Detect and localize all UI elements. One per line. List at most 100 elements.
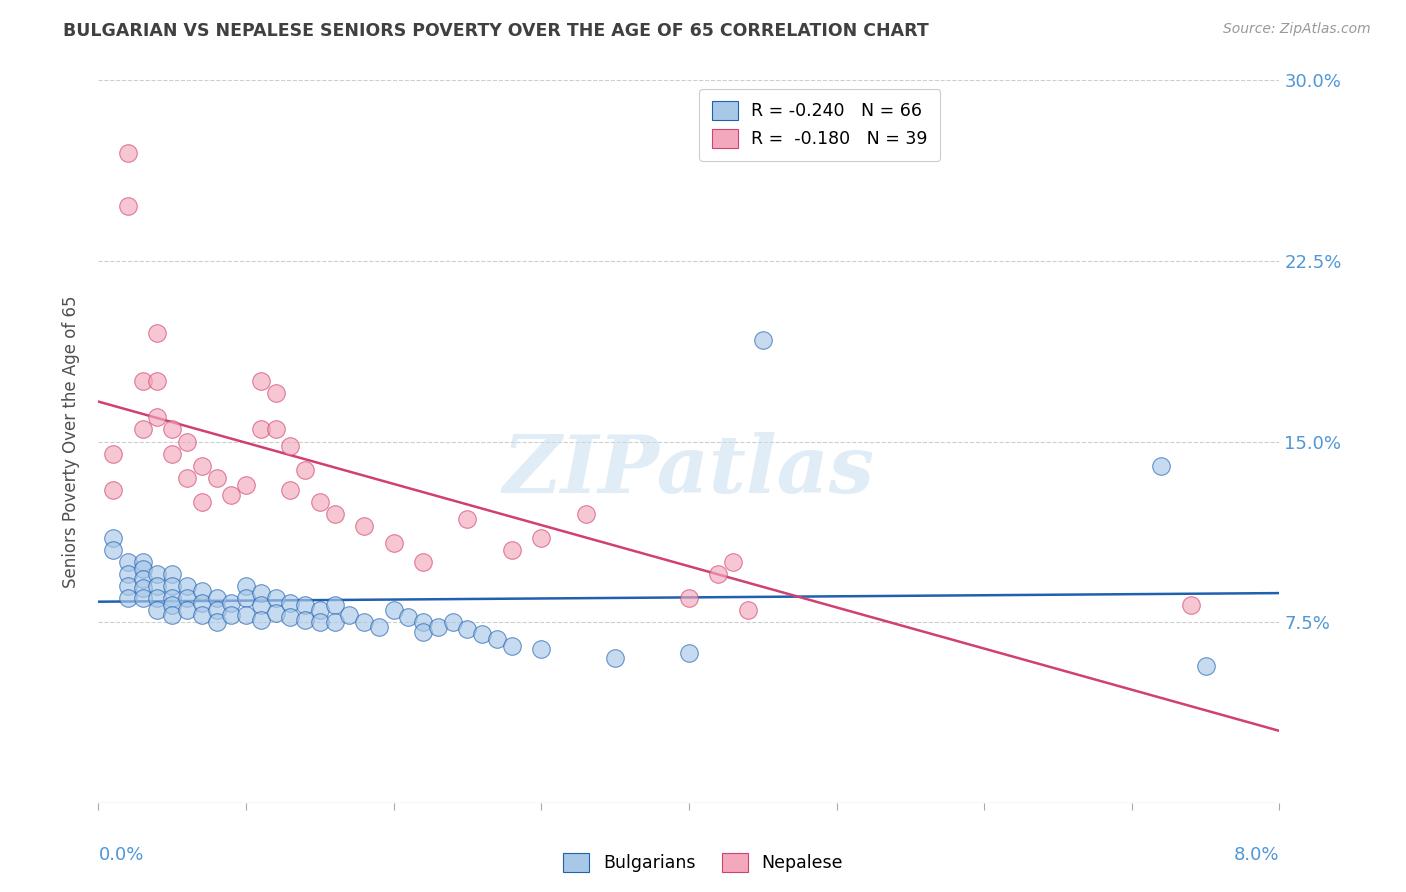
Point: [117, 591, 139, 605]
Point: [1180, 599, 1202, 613]
Point: [117, 567, 139, 582]
Point: [103, 446, 125, 460]
Point: [353, 518, 375, 533]
Point: [162, 579, 183, 593]
Point: [250, 586, 273, 600]
Point: [486, 632, 509, 646]
Point: [132, 562, 155, 576]
Point: [235, 579, 257, 593]
Point: [264, 422, 287, 436]
Point: [221, 607, 243, 622]
Point: [382, 603, 405, 617]
Point: [678, 591, 700, 605]
Point: [132, 422, 155, 436]
Point: [412, 555, 434, 569]
Point: [146, 374, 169, 388]
Point: [501, 542, 523, 557]
Point: [323, 507, 346, 521]
Point: [221, 596, 243, 610]
Point: [471, 627, 494, 641]
Point: [368, 620, 391, 634]
Point: [441, 615, 464, 630]
Point: [132, 591, 155, 605]
Point: [162, 591, 183, 605]
Point: [176, 470, 198, 484]
Text: Source: ZipAtlas.com: Source: ZipAtlas.com: [1223, 22, 1371, 37]
Point: [132, 374, 155, 388]
Point: [103, 531, 125, 545]
Point: [117, 145, 139, 160]
Point: [382, 535, 405, 549]
Point: [264, 591, 287, 605]
Point: [132, 555, 155, 569]
Point: [339, 607, 361, 622]
Point: [309, 615, 332, 630]
Point: [575, 507, 598, 521]
Point: [250, 374, 273, 388]
Point: [146, 326, 169, 340]
Point: [530, 641, 553, 656]
Point: [309, 603, 332, 617]
Point: [146, 603, 169, 617]
Point: [146, 567, 169, 582]
Point: [250, 422, 273, 436]
Point: [132, 572, 155, 586]
Point: [737, 603, 759, 617]
Point: [457, 511, 479, 525]
Point: [280, 483, 302, 497]
Point: [146, 579, 169, 593]
Point: [353, 615, 375, 630]
Point: [1195, 658, 1218, 673]
Point: [146, 410, 169, 425]
Point: [162, 567, 183, 582]
Point: [1150, 458, 1173, 473]
Text: 0.0%: 0.0%: [98, 847, 143, 864]
Point: [205, 470, 228, 484]
Y-axis label: Seniors Poverty Over the Age of 65: Seniors Poverty Over the Age of 65: [62, 295, 80, 588]
Legend: R = -0.240   N = 66, R =  -0.180   N = 39: R = -0.240 N = 66, R = -0.180 N = 39: [699, 89, 941, 161]
Point: [191, 494, 214, 508]
Point: [191, 583, 214, 598]
Point: [280, 610, 302, 624]
Point: [162, 599, 183, 613]
Point: [191, 458, 214, 473]
Point: [162, 607, 183, 622]
Text: ZIPatlas: ZIPatlas: [503, 432, 875, 509]
Point: [427, 620, 450, 634]
Point: [264, 386, 287, 401]
Point: [752, 334, 775, 348]
Point: [117, 555, 139, 569]
Point: [176, 603, 198, 617]
Point: [678, 647, 700, 661]
Point: [117, 579, 139, 593]
Point: [264, 606, 287, 620]
Point: [250, 599, 273, 613]
Point: [323, 599, 346, 613]
Point: [707, 567, 730, 582]
Point: [294, 463, 316, 477]
Point: [501, 639, 523, 653]
Text: BULGARIAN VS NEPALESE SENIORS POVERTY OVER THE AGE OF 65 CORRELATION CHART: BULGARIAN VS NEPALESE SENIORS POVERTY OV…: [63, 22, 929, 40]
Point: [132, 582, 155, 596]
Point: [235, 591, 257, 605]
Point: [280, 596, 302, 610]
Point: [412, 615, 434, 630]
Point: [605, 651, 627, 665]
Point: [176, 591, 198, 605]
Point: [103, 483, 125, 497]
Point: [398, 610, 420, 624]
Point: [530, 531, 553, 545]
Legend: Bulgarians, Nepalese: Bulgarians, Nepalese: [557, 846, 849, 879]
Point: [162, 422, 183, 436]
Point: [117, 198, 139, 212]
Point: [412, 624, 434, 639]
Point: [221, 487, 243, 501]
Point: [146, 591, 169, 605]
Point: [235, 607, 257, 622]
Point: [191, 607, 214, 622]
Point: [205, 591, 228, 605]
Point: [205, 615, 228, 630]
Point: [309, 494, 332, 508]
Text: 8.0%: 8.0%: [1234, 847, 1279, 864]
Point: [457, 623, 479, 637]
